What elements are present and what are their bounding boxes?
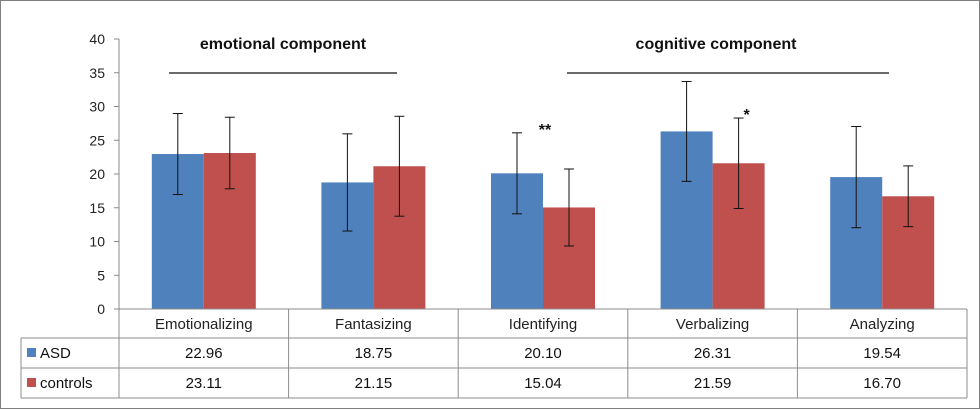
category-label-emotionalizing: Emotionalizing: [155, 316, 253, 333]
table-cell-value: 18.75: [355, 345, 393, 362]
y-tick-label: 35: [89, 65, 105, 81]
table-cell-value: 20.10: [524, 345, 562, 362]
table-cell-value: 23.11: [186, 375, 222, 392]
y-tick-label: 15: [89, 200, 105, 216]
category-label-analyzing: Analyzing: [850, 316, 915, 333]
group-label-1: cognitive component: [636, 36, 798, 53]
table-cell-value: 22.96: [185, 345, 223, 362]
legend-key-asd: [27, 348, 36, 357]
significance-marker: **: [539, 122, 552, 139]
y-tick-label: 5: [97, 267, 105, 283]
category-label-verbalizing: Verbalizing: [676, 316, 749, 333]
y-tick-label: 25: [89, 132, 105, 148]
legend-key-controls: [27, 378, 36, 387]
table-cell-value: 19.54: [863, 345, 901, 362]
table-cell-value: 16.70: [863, 375, 901, 392]
significance-marker: *: [743, 107, 750, 124]
legend-label-asd: ASD: [40, 345, 71, 362]
category-label-identifying: Identifying: [509, 316, 577, 333]
category-label-fantasizing: Fantasizing: [335, 316, 412, 333]
table-cell-value: 26.31: [694, 345, 732, 362]
legend-label-controls: controls: [40, 375, 93, 392]
table-cell-value: 15.04: [524, 375, 562, 392]
table-cell-value: 21.15: [355, 375, 393, 392]
y-tick-label: 30: [89, 99, 105, 115]
y-tick-label: 0: [97, 301, 105, 317]
y-tick-label: 40: [89, 31, 105, 47]
group-label-0: emotional component: [200, 36, 367, 53]
y-tick-label: 10: [89, 234, 105, 250]
y-tick-label: 20: [89, 166, 105, 182]
table-cell-value: 21.59: [694, 375, 732, 392]
